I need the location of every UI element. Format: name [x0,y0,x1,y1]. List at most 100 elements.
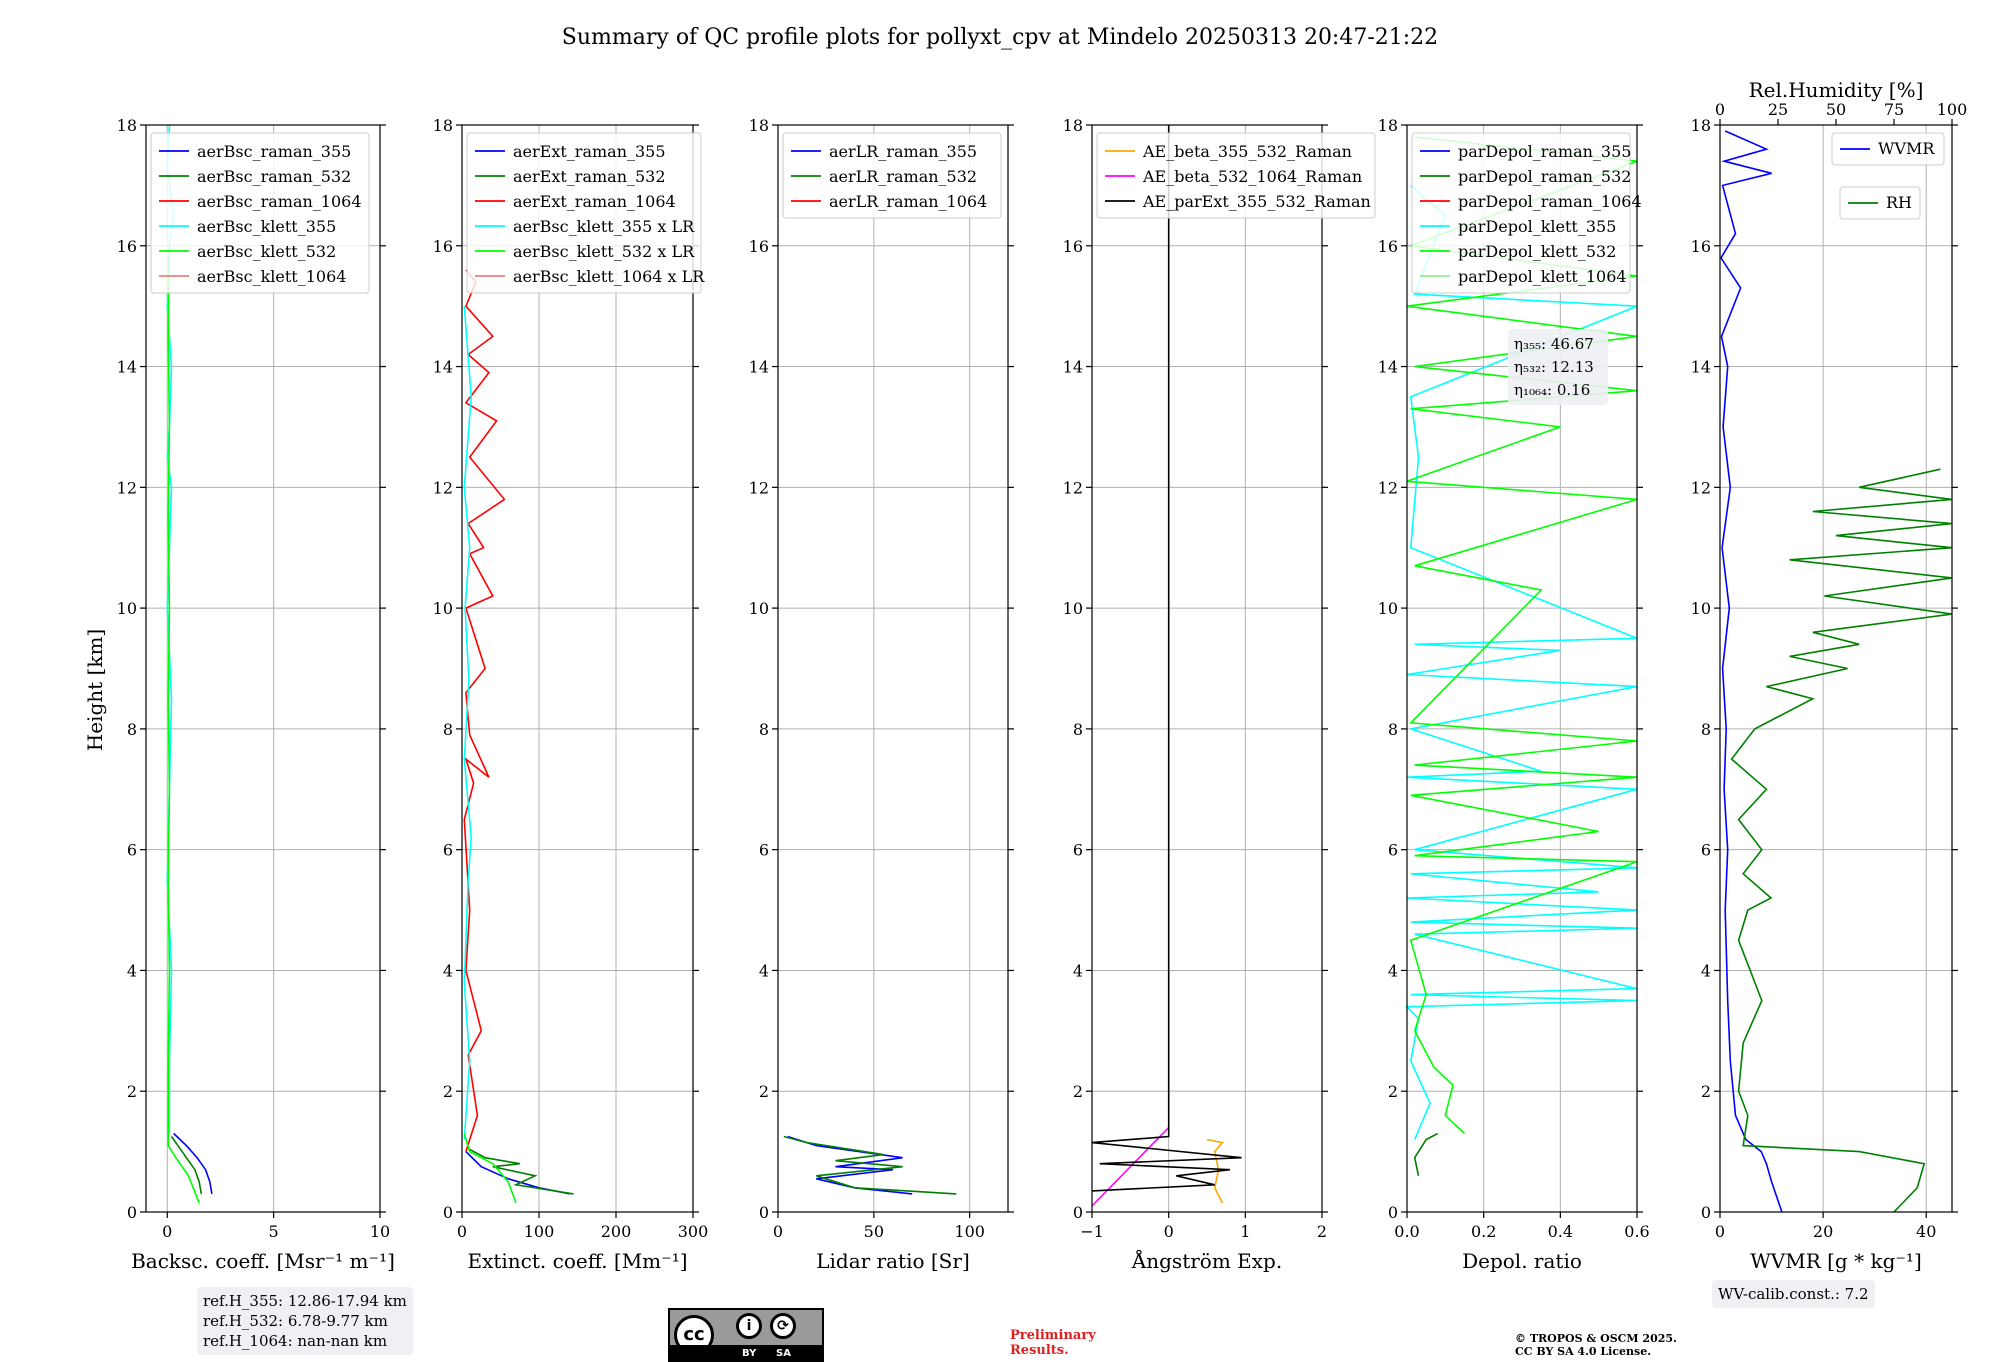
x-tick-label: 0.0 [1394,1222,1419,1241]
y-tick-label: 2 [127,1082,137,1101]
ref-height-1064: ref.H_1064: nan-nan km [203,1332,388,1350]
y-tick-label: 18 [1378,116,1398,135]
eta-value: η₅₃₂: 12.13 [1514,358,1594,376]
legend-box [1096,132,1376,219]
y-axis-label: Height [km] [83,629,107,751]
y-tick-label: 4 [759,961,769,980]
y-tick-label: 14 [117,358,137,377]
y-tick-label: 18 [117,116,137,135]
x-tick-label: 0.6 [1624,1222,1649,1241]
legend-label: parDepol_raman_355 [1458,142,1631,161]
y-tick-label: 14 [1691,358,1711,377]
y-tick-label: 0 [759,1203,769,1222]
x2-tick-label: 100 [1937,100,1968,119]
y-tick-label: 18 [1063,116,1083,135]
y-tick-label: 0 [1701,1203,1711,1222]
preliminary-note: Preliminary Results. [1010,1328,1096,1358]
x-tick-label: 5 [269,1222,279,1241]
x2-tick-label: 75 [1884,100,1904,119]
y-tick-label: 0 [443,1203,453,1222]
y-tick-label: 6 [759,841,769,860]
series-WVMR [1720,130,1783,1213]
x2-tick-label: 50 [1826,100,1846,119]
legend-label: aerLR_raman_532 [829,167,977,186]
legend-label: AE_beta_532_1064_Raman [1142,167,1362,186]
x-tick-label: 0 [457,1222,467,1241]
x-tick-label: 0 [1715,1222,1725,1241]
y-tick-label: 8 [443,720,453,739]
y-tick-label: 4 [127,961,137,980]
legend-box [1411,132,1631,294]
x-axis-label: WVMR [g * kg⁻¹] [1750,1249,1922,1273]
y-tick-label: 6 [1701,841,1711,860]
y-tick-label: 10 [117,599,137,618]
panel-bsc: 0 2 4 6 8 10 12 14 16 18 0 5 10 Backsc. coeff. [Msr⁻¹… [117,116,395,1273]
legend-box [150,132,370,294]
figure-title: Summary of QC profile plots for pollyxt_… [562,25,1438,50]
x-axis-label: Extinct. coeff. [Mm⁻¹] [467,1249,687,1273]
axes-frame [1091,124,1323,1213]
legend-label: aerBsc_klett_532 [197,242,336,261]
y-tick-label: 8 [759,720,769,739]
legend-label: parDepol_klett_1064 [1458,267,1627,286]
cc-license-badge: cc i ⟳ BY SA [668,1308,824,1362]
x-axis-label: Lidar ratio [Sr] [816,1249,970,1273]
x-tick-label: 100 [954,1222,985,1241]
legend-label: parDepol_klett_532 [1458,242,1616,261]
legend-depol: parDepol_raman_355 parDepol_raman_532 parD… [1411,132,1642,294]
y-tick-label: 4 [443,961,453,980]
y-tick-label: 2 [1388,1082,1398,1101]
legend-label: aerBsc_klett_1064 [197,267,346,286]
x-tick-label: 0 [773,1222,783,1241]
axes-frame [1406,124,1638,1213]
legend-bsc: aerBsc_raman_355 aerBsc_raman_532 aerBsc_r… [150,132,370,294]
legend-label: aerLR_raman_355 [829,142,977,161]
legend-RH: RH [1839,186,1921,220]
attribution-icon: i [736,1313,762,1339]
y-tick-label: 0 [1073,1203,1083,1222]
eta-background [1508,329,1608,405]
series-aerBsc_raman_532 [170,1136,203,1195]
series-AE_parExt_355_532_Raman [1091,125,1242,1192]
legend-label: AE_parExt_355_532_Raman [1142,192,1371,211]
ref-height-355: ref.H_355: 12.86-17.94 km [203,1292,407,1310]
series-aerBsc_raman_355 [173,1132,213,1195]
y-tick-label: 8 [1388,720,1398,739]
wv-calibration-box: WV-calib.const.: 7.2 [1712,1280,1875,1308]
panel-depol: 0 2 4 6 8 10 12 14 16 18 0.0 0.2 0.4 0.6 Depol. ratio p… [1378,116,1650,1273]
x-tick-label: 50 [864,1222,884,1241]
legend-label: aerExt_raman_1064 [513,192,676,211]
series-RH [1730,468,1953,1213]
y-tick-label: 2 [443,1082,453,1101]
legend-label: aerLR_raman_1064 [829,192,987,211]
y-tick-label: 0 [1388,1203,1398,1222]
y-tick-label: 14 [749,358,769,377]
share-alike-icon: ⟳ [770,1313,796,1339]
series-aerExt_raman_1064 [463,269,506,1152]
sa-label: SA [776,1348,791,1359]
y-tick-label: 10 [749,599,769,618]
y-tick-label: 6 [127,841,137,860]
legend-label: parDepol_raman_532 [1458,167,1631,186]
y-tick-label: 10 [433,599,453,618]
legend-label: aerBsc_raman_355 [197,142,351,161]
legend-label: AE_beta_355_532_Raman [1142,142,1352,161]
x-tick-label: 200 [601,1222,632,1241]
legend-lr: aerLR_raman_355 aerLR_raman_532 aerLR_rama… [782,132,1002,219]
series-AE_beta_355_532_Raman [1206,1138,1224,1204]
y-tick-label: 14 [1063,358,1083,377]
copyright-note: © TROPOS & OSCM 2025. CC BY SA 4.0 Licen… [1515,1332,1677,1358]
x2-tick-label: 0 [1715,100,1725,119]
y-tick-label: 12 [1691,478,1711,497]
series-aerBsc_klett_355 x LR [463,306,473,1140]
x-tick-label: 100 [524,1222,555,1241]
y-tick-label: 14 [433,358,453,377]
legend-label: aerBsc_klett_355 x LR [513,217,695,236]
legend-ext: aerExt_raman_355 aerExt_raman_532 aerExt_r… [466,132,705,294]
y-tick-label: 18 [749,116,769,135]
y-tick-label: 18 [433,116,453,135]
legend-box [466,132,702,294]
y-tick-label: 12 [749,478,769,497]
y-tick-label: 0 [127,1203,137,1222]
